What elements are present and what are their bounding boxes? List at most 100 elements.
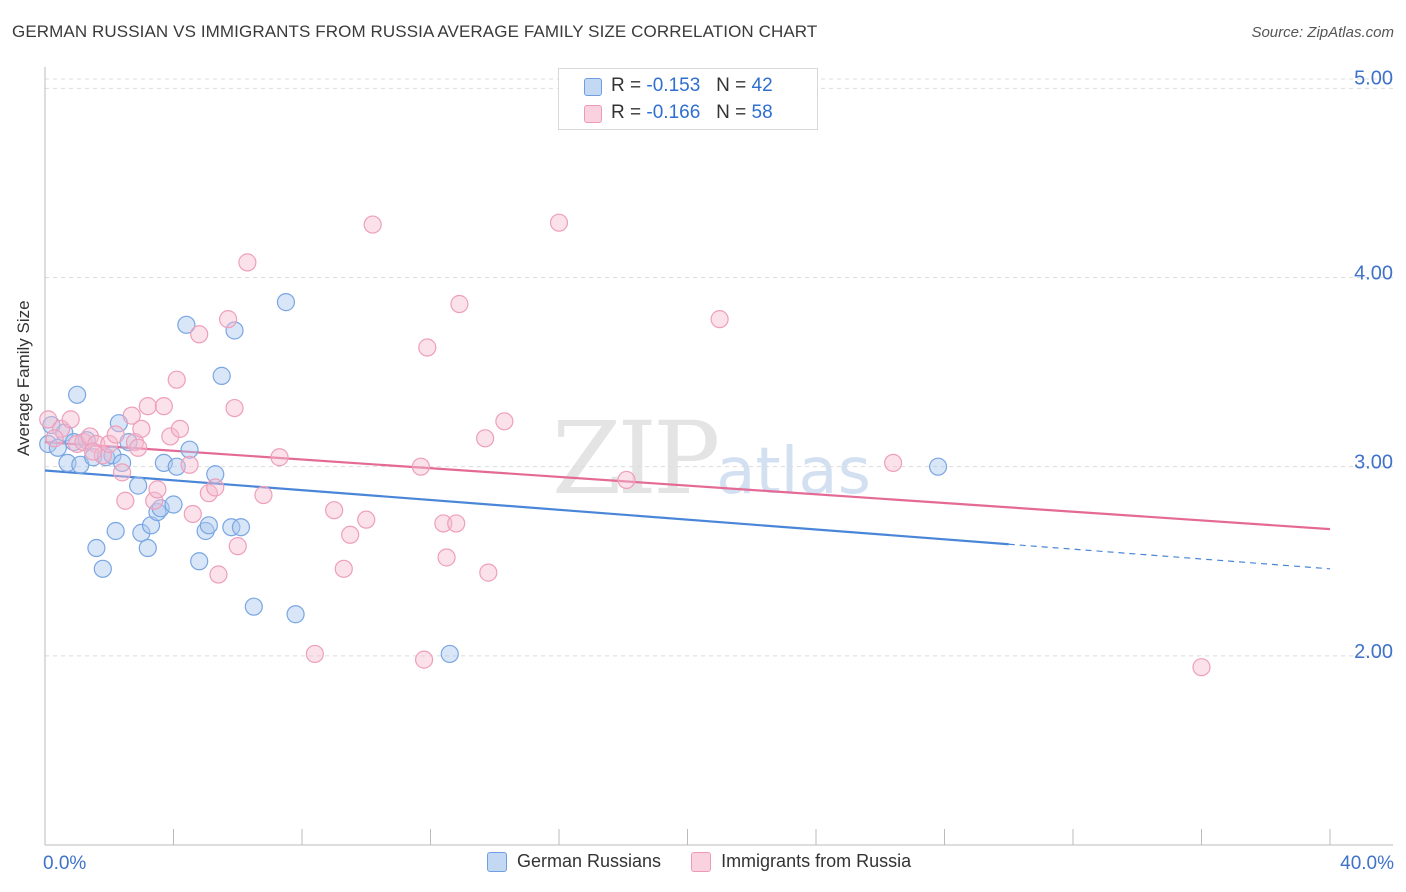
y-tick-label: 5.00 [1354,67,1393,89]
stats-box: R = -0.153 N = 42 R = -0.166 N = 58 [558,68,818,130]
point-german-russians [190,552,209,571]
y-axis-label: Average Family Size [14,300,33,456]
stats-n-value: 42 [751,75,773,96]
point-german-russians [440,644,459,664]
point-immigrants-from-russia [883,453,903,473]
point-immigrants-from-russia [106,425,125,444]
point-immigrants-from-russia [116,491,135,510]
stats-r-label: R = [611,102,642,123]
point-immigrants-from-russia [122,406,141,425]
point-immigrants-from-russia [225,398,244,418]
point-immigrants-from-russia [180,455,199,474]
stats-r-value: -0.166 [646,102,701,123]
legend-item-german-russians[interactable]: German Russians [487,851,661,872]
point-german-russians [106,521,125,541]
point-german-russians [103,446,122,465]
point-german-russians [225,321,244,340]
point-immigrants-from-russia [148,480,167,499]
point-immigrants-from-russia [138,397,157,416]
point-immigrants-from-russia [434,514,453,533]
point-immigrants-from-russia [476,429,495,448]
trend-line-german-russians-extension [1008,543,1331,570]
point-immigrants-from-russia [414,650,434,669]
point-immigrants-from-russia [93,446,112,465]
point-immigrants-from-russia [61,410,80,429]
point-german-russians [212,366,231,385]
trend-line-immigrants [44,440,1331,531]
point-german-russians [48,438,67,457]
point-immigrants-from-russia [418,338,437,357]
point-german-russians [199,516,218,535]
point-immigrants-from-russia [479,563,498,582]
stats-r-label: R = [611,75,642,96]
point-immigrants-from-russia [39,410,58,429]
point-immigrants-from-russia [1192,658,1211,677]
point-german-russians [244,597,263,616]
point-immigrants-from-russia [145,491,164,510]
point-immigrants-from-russia [447,514,466,533]
point-immigrants-from-russia [437,548,456,567]
point-immigrants-from-russia [549,213,569,232]
point-immigrants-from-russia [129,438,148,457]
legend-item-immigrants[interactable]: Immigrants from Russia [691,851,911,872]
point-german-russians [231,518,251,537]
point-immigrants-from-russia [411,457,430,476]
point-immigrants-from-russia [80,427,100,446]
point-german-russians [164,495,183,514]
point-immigrants-from-russia [100,434,119,454]
stats-n-label: N = [716,75,747,96]
point-immigrants-from-russia [154,397,173,416]
source-label: Source: ZipAtlas.com [1251,24,1394,41]
point-immigrants-from-russia [219,310,238,329]
stats-n-label: N = [716,102,747,123]
legend-label: Immigrants from Russia [721,851,912,871]
x-tick-label: 40.0% [1340,853,1394,874]
point-german-russians [132,523,151,542]
point-immigrants-from-russia [270,448,289,467]
point-immigrants-from-russia [305,644,324,664]
watermark-zip: ZIP [552,400,720,517]
point-immigrants-from-russia [341,525,360,544]
point-immigrants-from-russia [710,310,729,329]
point-immigrants-from-russia [209,565,228,584]
point-german-russians [286,605,305,624]
point-immigrants-from-russia [363,215,382,234]
point-german-russians [180,440,199,459]
point-immigrants-from-russia [228,537,247,556]
point-immigrants-from-russia [112,463,132,482]
point-immigrants-from-russia [132,419,151,438]
legend-swatch-pink [691,851,712,872]
stats-swatch-pink [584,105,602,123]
watermark: ZIPatlas [552,400,871,517]
y-tick-label: 2.00 [1354,641,1393,663]
point-german-russians [928,457,948,476]
data-points [39,213,1211,677]
point-immigrants-from-russia [617,470,636,490]
point-german-russians [276,293,296,312]
point-immigrants-from-russia [161,427,180,446]
point-immigrants-from-russia [170,419,190,438]
point-immigrants-from-russia [238,253,257,272]
point-german-russians [93,559,112,578]
point-german-russians [112,453,132,473]
point-immigrants-from-russia [45,429,64,448]
tick-labels: 2.00 3.00 4.00 5.00 0.0% 40.0% [43,67,1394,874]
point-german-russians [196,521,215,541]
point-immigrants-from-russia [450,294,469,314]
chart-title: GERMAN RUSSIAN VS IMMIGRANTS FROM RUSSIA… [12,22,818,41]
point-german-russians [177,315,196,334]
trend-lines [44,440,1331,570]
point-german-russians [129,476,148,495]
point-immigrants-from-russia [206,478,225,497]
stats-swatch-blue [584,78,602,96]
legend: German Russians Immigrants from Russia [487,851,941,872]
legend-label: German Russians [517,851,662,871]
point-immigrants-from-russia [183,504,202,524]
point-immigrants-from-russia [325,501,344,520]
stats-row-immigrants: R = -0.166 N = 58 [584,102,773,124]
point-immigrants-from-russia [495,412,514,431]
point-immigrants-from-russia [357,510,376,529]
y-tick-label: 3.00 [1354,452,1393,474]
legend-swatch-blue [487,851,507,872]
